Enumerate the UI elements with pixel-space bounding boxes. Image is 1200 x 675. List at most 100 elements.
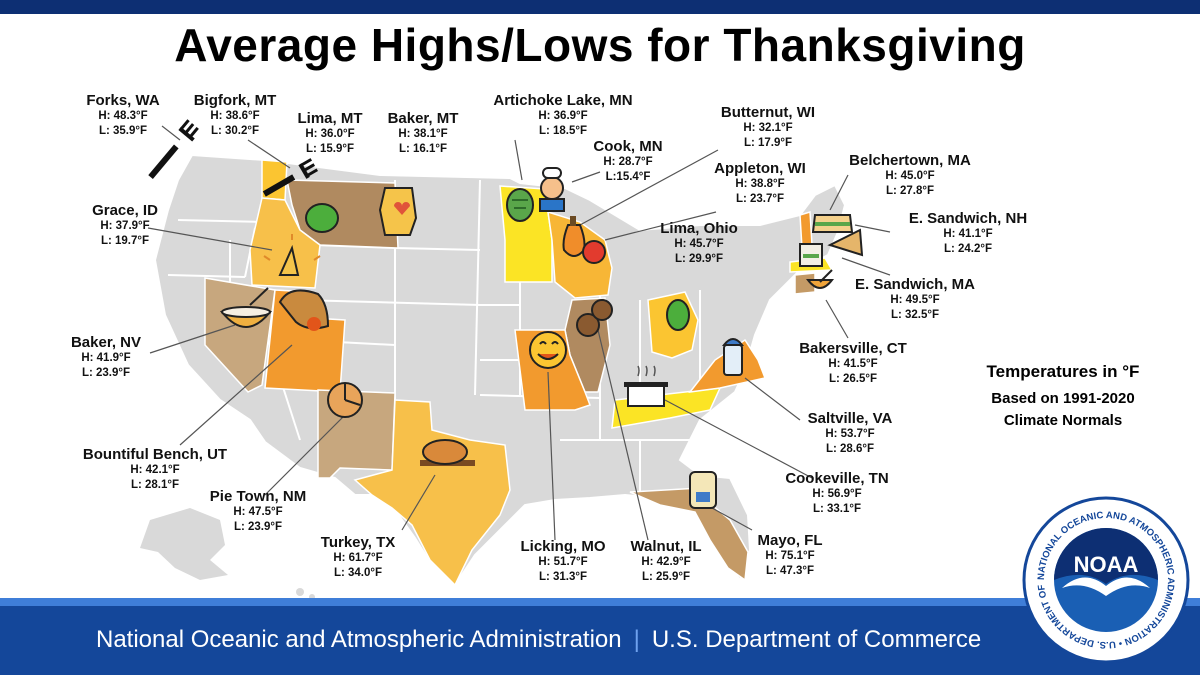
- location-name: Butternut, WI: [720, 104, 816, 121]
- hawaii-island: [296, 588, 304, 596]
- footer-bar: National Oceanic and Atmospheric Adminis…: [0, 598, 1200, 675]
- location-high: H: 37.9°F: [100, 220, 150, 232]
- location-high: H: 42.1°F: [130, 464, 180, 476]
- location-high: H: 53.7°F: [825, 428, 875, 440]
- lima-bean-icon: [305, 203, 339, 233]
- location-low: L:15.4°F: [605, 171, 651, 183]
- location-low: L: 47.3°F: [765, 565, 815, 577]
- location-label: E. Sandwich, NH H: 41.1°F L: 24.2°F: [898, 210, 1038, 257]
- location-label: Bakersville, CT H: 41.5°F L: 26.5°F: [788, 340, 918, 387]
- location-high: H: 75.1°F: [765, 550, 815, 562]
- location-label: Saltville, VA H: 53.7°F L: 28.6°F: [790, 410, 910, 457]
- footer-agency: National Oceanic and Atmospheric Adminis…: [96, 626, 622, 653]
- legend-line: Based on 1991-2020: [991, 390, 1135, 407]
- state-texas: [353, 399, 511, 587]
- header-bar: [0, 0, 1200, 14]
- sandwich-icon: [811, 214, 854, 233]
- legend-title: Temperatures in °F: [986, 362, 1140, 381]
- location-high: H: 41.1°F: [943, 228, 993, 240]
- location-low: L: 29.9°F: [674, 253, 724, 265]
- state-new-hampshire: [799, 211, 813, 249]
- location-name: Forks, WA: [86, 92, 160, 109]
- oven-mitt-icon: [378, 187, 418, 236]
- location-label: Belchertown, MA H: 45.0°F L: 27.8°F: [840, 152, 980, 199]
- butternut-squash-icon: [562, 216, 586, 257]
- footer-text: National Oceanic and Atmospheric Adminis…: [96, 626, 981, 654]
- location-high: H: 38.1°F: [398, 128, 448, 140]
- location-low: L: 27.8°F: [885, 185, 935, 197]
- location-label: Artichoke Lake, MN H: 36.9°F L: 18.5°F: [478, 92, 648, 139]
- location-name: Baker, MT: [387, 110, 459, 127]
- location-low: L: 18.5°F: [538, 125, 588, 137]
- location-label: Forks, WA H: 48.3°F L: 35.9°F: [68, 92, 178, 139]
- location-low: L: 30.2°F: [210, 125, 260, 137]
- location-label: Walnut, IL H: 42.9°F L: 25.9°F: [616, 538, 716, 585]
- page-title: Average Highs/Lows for Thanksgiving: [174, 19, 1026, 71]
- location-label: Lima, Ohio H: 45.7°F L: 29.9°F: [644, 220, 754, 267]
- location-high: H: 56.9°F: [812, 488, 862, 500]
- lima-bean-icon: [666, 299, 690, 331]
- location-name: Cookeville, TN: [785, 470, 889, 487]
- location-label: Licking, MO H: 51.7°F L: 31.3°F: [508, 538, 618, 585]
- location-name: Lima, MT: [297, 110, 363, 127]
- location-label: Butternut, WI H: 32.1°F L: 17.9°F: [708, 104, 828, 151]
- location-name: Bakersville, CT: [799, 340, 907, 357]
- location-label: Appleton, WI H: 38.8°F L: 23.7°F: [700, 160, 820, 207]
- location-low: L: 33.1°F: [812, 503, 862, 515]
- state-idaho: [249, 197, 321, 289]
- location-high: H: 47.5°F: [233, 506, 283, 518]
- location-high: H: 61.7°F: [333, 552, 383, 564]
- fork-icon: [148, 119, 199, 180]
- turkey-icon: [420, 439, 475, 466]
- location-low: L: 15.9°F: [305, 143, 355, 155]
- location-label: Baker, MT H: 38.1°F L: 16.1°F: [373, 110, 473, 157]
- location-name: Walnut, IL: [630, 538, 702, 555]
- state-nevada: [204, 277, 276, 393]
- footer-separator: |: [633, 626, 640, 653]
- location-high: H: 49.5°F: [890, 294, 940, 306]
- location-low: L: 25.9°F: [641, 571, 691, 583]
- salt-shaker-icon: [721, 338, 745, 376]
- pie-icon: [327, 382, 363, 418]
- noaa-logo: NATIONAL OCEANIC AND ATMOSPHERIC ADMINIS…: [1022, 496, 1190, 664]
- location-low: L: 34.0°F: [333, 567, 383, 579]
- footer-stripe: [0, 598, 1200, 606]
- location-low: L: 31.3°F: [538, 571, 588, 583]
- location-label: Cook, MN H: 28.7°F L:15.4°F: [578, 138, 678, 185]
- location-name: Bountiful Bench, UT: [82, 446, 228, 463]
- mixing-bowl-icon: [805, 269, 835, 289]
- mayo-jar-icon: [689, 471, 717, 509]
- location-name: E. Sandwich, NH: [908, 210, 1028, 227]
- location-name: Licking, MO: [520, 538, 606, 555]
- yum-face-icon: [529, 331, 567, 369]
- location-label: Grace, ID H: 37.9°F L: 19.7°F: [70, 202, 180, 249]
- location-label: Turkey, TX H: 61.7°F L: 34.0°F: [308, 534, 408, 581]
- location-label: Lima, MT H: 36.0°F L: 15.9°F: [280, 110, 380, 157]
- location-label: Mayo, FL H: 75.1°F L: 47.3°F: [740, 532, 840, 579]
- location-name: Pie Town, NM: [209, 488, 307, 505]
- cornucopia-icon: [278, 289, 330, 331]
- location-name: Cook, MN: [593, 138, 663, 155]
- location-name: Bigfork, MT: [193, 92, 277, 109]
- alaska-shape: [140, 508, 228, 580]
- location-name: Appleton, WI: [714, 160, 806, 177]
- location-label: Bigfork, MT H: 38.6°F L: 30.2°F: [180, 92, 290, 139]
- location-label: Pie Town, NM H: 47.5°F L: 23.9°F: [198, 488, 318, 535]
- state-connecticut: [794, 272, 816, 295]
- location-name: Baker, NV: [70, 334, 142, 351]
- location-low: L: 23.9°F: [81, 367, 131, 379]
- contiguous-us-shape: [153, 153, 847, 587]
- location-low: L: 26.5°F: [828, 373, 878, 385]
- location-name: Mayo, FL: [757, 532, 823, 549]
- location-label: Bountiful Bench, UT H: 42.1°F L: 28.1°F: [70, 446, 240, 493]
- footer-department: U.S. Department of Commerce: [651, 626, 982, 653]
- location-low: L: 17.9°F: [743, 137, 793, 149]
- location-high: H: 45.0°F: [885, 170, 935, 182]
- apple-icon: [582, 240, 606, 264]
- cooking-pot-icon: [624, 365, 668, 407]
- location-label: E. Sandwich, MA H: 49.5°F L: 32.5°F: [840, 276, 990, 323]
- location-high: H: 38.6°F: [210, 110, 260, 122]
- location-low: L: 23.9°F: [233, 521, 283, 533]
- location-low: L: 32.5°F: [890, 309, 940, 321]
- location-name: Turkey, TX: [320, 534, 396, 551]
